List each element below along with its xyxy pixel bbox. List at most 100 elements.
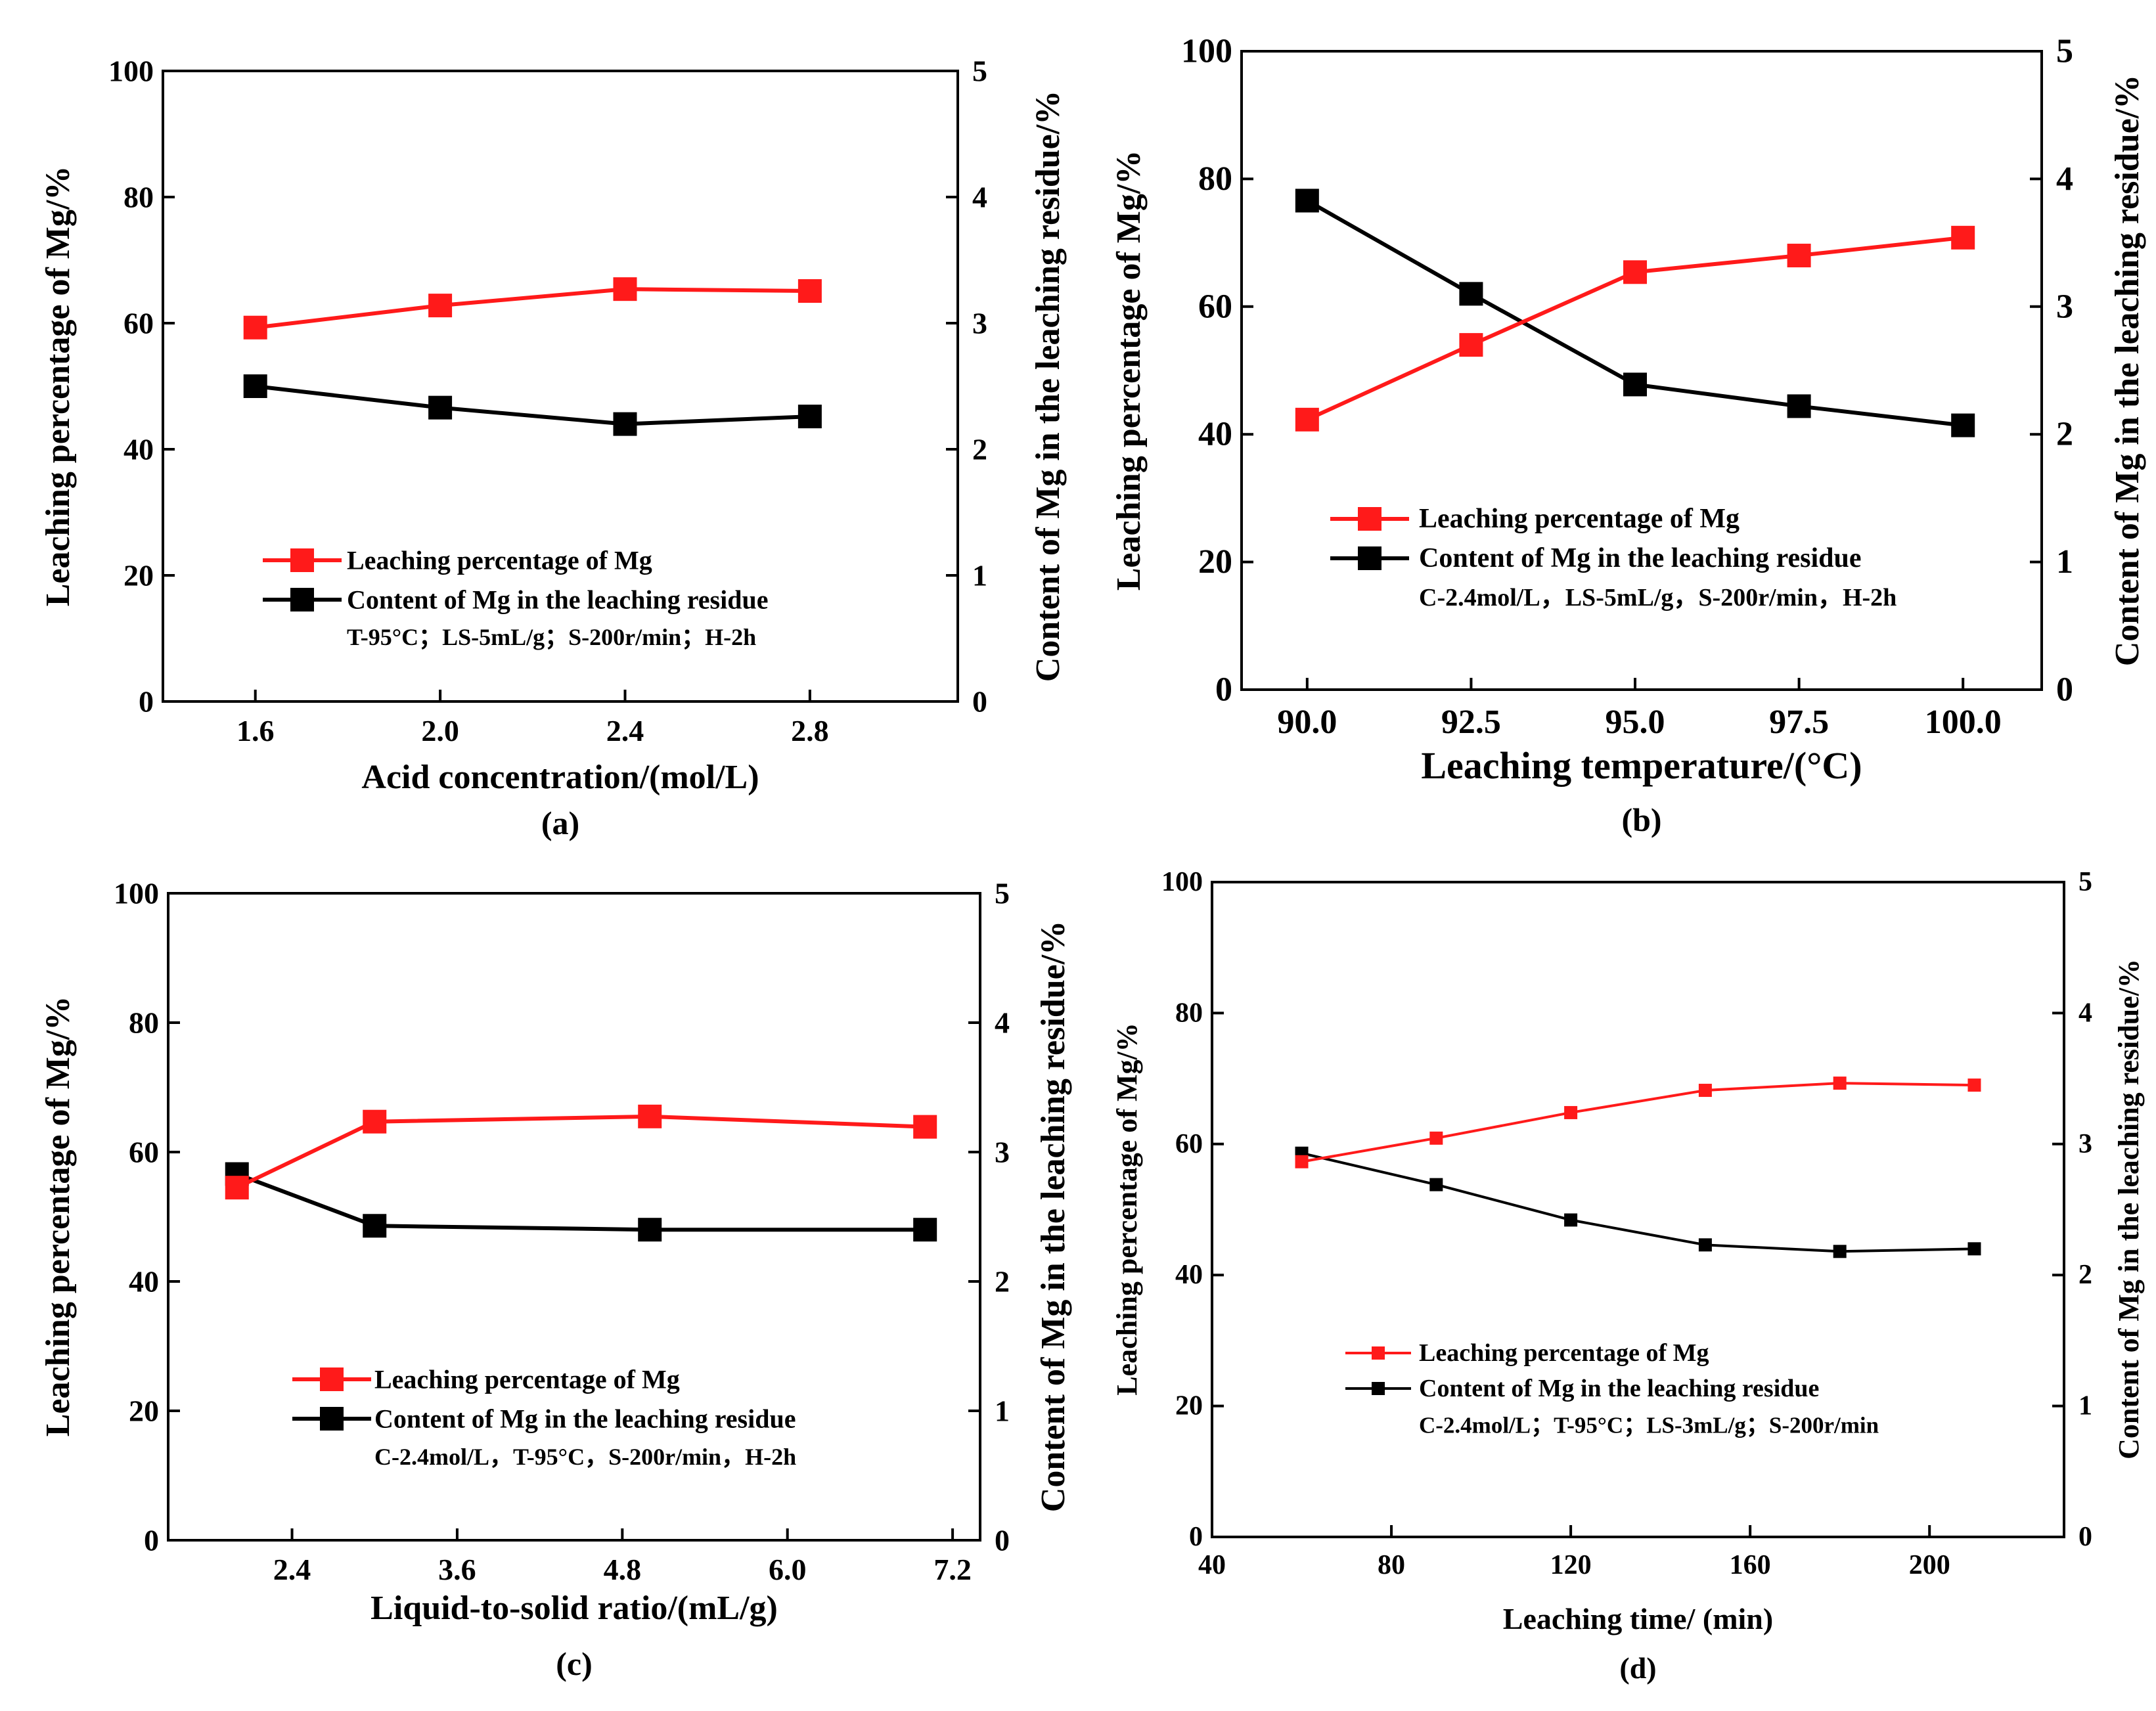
chart-panel-d: 0 20 40 60 80 100 0 1 2 3 4 5 40 80 120 160 200 Leaching … [1111, 867, 2145, 1685]
leaching-data-point [638, 1104, 662, 1128]
content-data-point [1698, 1238, 1712, 1252]
leaching-data-point [1429, 1131, 1443, 1145]
legend-marker [290, 548, 314, 572]
x-tick-label: 40 [1198, 1550, 1226, 1580]
y2-tick-label: 1 [995, 1394, 1010, 1428]
leaching-data-point [1787, 244, 1811, 268]
chart-panel-b: 0 20 40 60 80 100 0 1 2 3 4 5 90.0 92.5 95.0 97.5 100.0 L… [1110, 33, 2146, 839]
x-tick-label: 7.2 [933, 1553, 972, 1586]
y2-axis-label: Content of Mg in the leaching residue/% [2109, 75, 2146, 666]
conditions-note: T-95°C；LS-5mL/g；S-200r/min；H-2h [347, 624, 756, 650]
y-tick-label: 100 [114, 877, 159, 910]
content-data-point [1967, 1242, 1981, 1256]
y-tick-label: 60 [129, 1136, 159, 1169]
y2-tick-label: 0 [995, 1524, 1010, 1557]
content-data-point [428, 395, 453, 420]
leaching-series-line [255, 287, 810, 330]
conditions-note: C-2.4mol/L；T-95°C；LS-3mL/g；S-200r/min [1419, 1413, 1879, 1438]
x-tick-label: 100.0 [1925, 703, 2002, 741]
y2-tick-label: 1 [972, 559, 987, 592]
y2-tick-label: 4 [2078, 998, 2092, 1028]
x-axis-label: Leaching time/ (min) [1503, 1602, 1773, 1635]
content-data-point [1564, 1213, 1578, 1227]
y2-tick-label: 3 [2078, 1129, 2092, 1159]
leaching-data-point [913, 1115, 937, 1139]
conditions-note: C-2.4mol/L，LS-5mL/g，S-200r/min，H-2h [1419, 584, 1897, 611]
x-tick-label: 97.5 [1769, 703, 1829, 741]
leaching-series-line [1301, 1082, 1975, 1163]
y2-tick-label: 4 [995, 1006, 1010, 1040]
y-tick-label: 20 [129, 1394, 159, 1428]
chart-panel-a: 0 20 40 60 80 100 0 1 2 3 4 5 1.6 2.0 2.4 2.8 Acid conce… [39, 55, 1067, 842]
y-tick-label: 0 [139, 685, 154, 719]
x-tick-label: 2.4 [606, 714, 644, 747]
y2-tick-label: 1 [2078, 1391, 2092, 1421]
leaching-data-point [1295, 407, 1319, 432]
leaching-data-point [1833, 1077, 1847, 1090]
x-tick-label: 80 [1378, 1550, 1405, 1580]
content-data-point [363, 1214, 387, 1238]
legend-label: Leaching percentage of Mg [1419, 504, 1740, 534]
content-data-point [913, 1218, 937, 1242]
x-tick-label: 92.5 [1441, 703, 1501, 741]
legend-marker [1372, 1382, 1385, 1395]
legend-marker [1372, 1346, 1385, 1360]
legend-label: Content of Mg in the leaching residue [1419, 543, 1862, 573]
y2-tick-label: 2 [995, 1265, 1010, 1299]
y-tick-label: 20 [1175, 1391, 1203, 1421]
leaching-series-line [236, 1114, 926, 1189]
plot-frame [167, 892, 981, 1542]
x-axis-label: Leaching temperature/(°C) [1421, 744, 1862, 787]
panel-label: (a) [541, 805, 579, 841]
content-data-point [1623, 372, 1648, 397]
legend-label: Leaching percentage of Mg [374, 1365, 680, 1394]
content-data-point [613, 412, 637, 436]
leaching-data-point [1564, 1105, 1578, 1119]
plot-frame [1211, 881, 2065, 1538]
x-axis-label: Acid concentration/(mol/L) [361, 759, 759, 796]
leaching-data-point [363, 1109, 387, 1134]
conditions-note: C-2.4mol/L，T-95°C，S-200r/min，H-2h [374, 1444, 796, 1470]
y2-tick-label: 0 [2078, 1522, 2092, 1552]
chart-panel-c: 0 20 40 60 80 100 0 1 2 3 4 5 2.4 3.6 4.8 6.0 7.2 Liquid-… [39, 877, 1072, 1683]
content-data-point [243, 374, 267, 398]
y-axis-label: Leaching percentage of Mg/% [39, 996, 77, 1437]
content-series-line [1301, 1151, 1975, 1253]
plot-frame [1240, 50, 2043, 691]
content-data-point [797, 405, 822, 429]
legend-marker [1358, 546, 1381, 570]
y2-tick-label: 5 [972, 55, 987, 88]
y-tick-label: 80 [1175, 998, 1203, 1028]
y2-tick-label: 1 [2056, 543, 2073, 581]
x-tick-label: 95.0 [1606, 703, 1665, 741]
y-tick-label: 20 [124, 559, 154, 592]
x-tick-label: 160 [1730, 1550, 1771, 1580]
y2-axis-label: Content of Mg in the leaching residue/% [1029, 91, 1067, 682]
y-tick-label: 40 [1175, 1260, 1203, 1290]
y-tick-label: 80 [1198, 160, 1232, 198]
y-axis-label: Leaching percentage of Mg/% [1110, 150, 1148, 591]
legend-marker [1358, 507, 1381, 531]
y-tick-label: 100 [108, 55, 154, 88]
y2-tick-label: 2 [2056, 416, 2073, 453]
x-tick-label: 120 [1550, 1550, 1592, 1580]
y-tick-label: 40 [124, 433, 154, 466]
legend-marker [320, 1367, 344, 1391]
content-data-point [1951, 413, 1975, 437]
x-tick-label: 1.6 [236, 714, 275, 747]
y-tick-label: 0 [144, 1524, 159, 1557]
content-data-point [1429, 1178, 1443, 1191]
content-data-point [1787, 394, 1811, 418]
y-tick-label: 40 [1198, 416, 1232, 453]
leaching-data-point [1951, 225, 1975, 250]
content-data-point [1295, 189, 1319, 213]
panel-label: (b) [1621, 801, 1661, 838]
content-data-point [1459, 282, 1483, 306]
y-tick-label: 80 [129, 1006, 159, 1040]
leaching-data-point [1698, 1084, 1712, 1098]
y2-tick-label: 0 [2056, 671, 2073, 709]
y2-tick-label: 3 [972, 307, 987, 340]
legend-label: Content of Mg in the leaching residue [347, 585, 768, 615]
